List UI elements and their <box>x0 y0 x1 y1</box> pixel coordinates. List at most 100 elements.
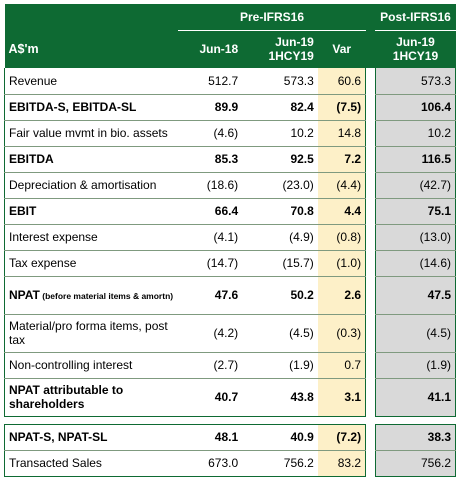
cell-post-ifrs16: (42.7) <box>374 172 457 199</box>
table-row: Depreciation & amortisation (18.6) (23.0… <box>4 172 457 199</box>
row-label-text: NPAT-S, NPAT-SL <box>9 430 108 444</box>
row-label: NPAT attributable to shareholders <box>4 378 179 417</box>
col-header-jun19: Jun-19 1HCY19 <box>242 30 318 68</box>
cell-jun18: (14.7) <box>178 250 243 277</box>
table-row: EBIT 66.4 70.8 4.4 75.1 <box>4 198 457 225</box>
cell-post-ifrs16: 106.4 <box>374 94 457 121</box>
cell-jun19: 50.2 <box>242 276 318 315</box>
row-label-text: EBITDA <box>9 152 54 166</box>
cell-post-ifrs16: 573.3 <box>374 68 457 95</box>
table-row: EBITDA 85.3 92.5 7.2 116.5 <box>4 146 457 173</box>
row-label-note: (before material items & amortn) <box>39 290 174 301</box>
cell-post-ifrs16: 756.2 <box>374 450 457 477</box>
row-label: Transacted Sales <box>4 450 179 477</box>
cell-jun19: 43.8 <box>242 378 318 417</box>
row-label-text: EBIT <box>9 204 37 218</box>
col-header-jun18: Jun-18 <box>178 30 243 68</box>
cell-jun18: 40.7 <box>178 378 243 417</box>
row-label: Material/pro forma items, post tax <box>4 314 179 353</box>
cell-jun18: (4.2) <box>178 314 243 353</box>
cell-jun19: (4.5) <box>242 314 318 353</box>
table-header: Pre-IFRS16 Post-IFRS16 A$'m Jun-18 Jun-1… <box>4 4 456 68</box>
row-label-text: Material/pro forma items, post tax <box>9 319 168 347</box>
row-label: Depreciation & amortisation <box>4 172 179 199</box>
row-label: Tax expense <box>4 250 179 277</box>
cell-post-ifrs16: (14.6) <box>374 250 457 277</box>
cell-jun18: (4.1) <box>178 224 243 251</box>
cell-post-ifrs16: 38.3 <box>374 423 457 451</box>
cell-var: (4.4) <box>317 172 367 199</box>
row-label-text: EBITDA-S, EBITDA-SL <box>9 100 137 114</box>
row-label-text: Interest expense <box>9 230 98 244</box>
row-label-text: Depreciation & amortisation <box>9 178 157 192</box>
table-row: EBITDA-S, EBITDA-SL 89.9 82.4 (7.5) 106.… <box>4 94 457 121</box>
table-row: Fair value mvmt in bio. assets (4.6) 10.… <box>4 120 457 147</box>
cell-jun19: 10.2 <box>242 120 318 147</box>
group-header-post-ifrs16: Post-IFRS16 <box>375 4 456 31</box>
cell-jun19: (15.7) <box>242 250 318 277</box>
cell-post-ifrs16: (13.0) <box>374 224 457 251</box>
cell-post-ifrs16: 75.1 <box>374 198 457 225</box>
header-column-row: A$'m Jun-18 Jun-19 1HCY19 Var Jun-19 1HCY1… <box>4 30 456 68</box>
cell-jun19: 40.9 <box>242 423 318 451</box>
cell-var: 3.1 <box>317 378 367 417</box>
row-label-text: Revenue <box>9 73 58 88</box>
cell-var: (7.5) <box>317 94 367 121</box>
cell-jun19: (1.9) <box>242 352 318 379</box>
cell-jun18: 66.4 <box>178 198 243 225</box>
cell-jun19: (4.9) <box>242 224 318 251</box>
table-row: NPAT (before material items & amortn) 47… <box>4 276 457 315</box>
cell-post-ifrs16: (1.9) <box>374 352 457 379</box>
cell-var: (0.8) <box>317 224 367 251</box>
cell-jun19: 82.4 <box>242 94 318 121</box>
row-label: EBITDA <box>4 146 179 173</box>
cell-post-ifrs16: 116.5 <box>374 146 457 173</box>
cell-jun18: 512.7 <box>178 68 243 95</box>
row-label-text: Non-controlling interest <box>9 358 133 372</box>
row-label: Revenue <box>4 68 179 95</box>
row-label: NPAT (before material items & amortn) <box>4 276 179 315</box>
cell-var: 14.8 <box>317 120 367 147</box>
col-header-var: Var <box>317 30 366 68</box>
cell-jun19: 573.3 <box>242 68 318 95</box>
row-label-text: NPAT attributable to shareholders <box>9 383 124 411</box>
cell-jun19: 92.5 <box>242 146 318 173</box>
row-label-text: Tax expense <box>9 256 77 270</box>
cell-var: 0.7 <box>317 352 367 379</box>
financial-summary-table: Pre-IFRS16 Post-IFRS16 A$'m Jun-18 Jun-1… <box>4 4 457 477</box>
row-label-text: Transacted Sales <box>9 456 102 470</box>
cell-jun18: 673.0 <box>178 450 243 477</box>
table-row: Material/pro forma items, post tax (4.2)… <box>4 314 457 353</box>
row-label: Non-controlling interest <box>4 352 179 379</box>
table-row: Interest expense (4.1) (4.9) (0.8) (13.0… <box>4 224 457 251</box>
cell-jun18: 47.6 <box>178 276 243 315</box>
row-label: EBIT <box>4 198 179 225</box>
table-row: NPAT attributable to shareholders 40.7 4… <box>4 378 457 417</box>
cell-jun19: 756.2 <box>242 450 318 477</box>
cell-post-ifrs16: 47.5 <box>374 276 457 315</box>
row-label: Interest expense <box>4 224 179 251</box>
cell-post-ifrs16: (4.5) <box>374 314 457 353</box>
cell-var: (1.0) <box>317 250 367 277</box>
row-label: Fair value mvmt in bio. assets <box>4 120 179 147</box>
cell-var: (7.2) <box>317 423 367 451</box>
units-label: A$'m <box>4 30 179 68</box>
row-label: EBITDA-S, EBITDA-SL <box>4 94 179 121</box>
table-body: Revenue 512.7 573.3 60.6 573.3 EBITDA-S,… <box>4 68 457 477</box>
row-label-text: NPAT <box>9 287 40 302</box>
cell-var: 2.6 <box>317 276 367 315</box>
cell-jun18: 89.9 <box>178 94 243 121</box>
cell-jun18: (2.7) <box>178 352 243 379</box>
row-label: NPAT-S, NPAT-SL <box>4 423 179 451</box>
cell-jun18: (18.6) <box>178 172 243 199</box>
cell-var: 83.2 <box>317 450 367 477</box>
group-header-pre-ifrs16: Pre-IFRS16 <box>178 4 366 31</box>
financial-table-container: Pre-IFRS16 Post-IFRS16 A$'m Jun-18 Jun-1… <box>4 4 457 477</box>
table-row: Tax expense (14.7) (15.7) (1.0) (14.6) <box>4 250 457 277</box>
cell-var: 7.2 <box>317 146 367 173</box>
col-header-post: Jun-19 1HCY19 <box>375 30 456 68</box>
cell-jun18: (4.6) <box>178 120 243 147</box>
cell-post-ifrs16: 10.2 <box>374 120 457 147</box>
row-label-text: Fair value mvmt in bio. assets <box>9 126 168 140</box>
table-row: Revenue 512.7 573.3 60.6 573.3 <box>4 68 457 95</box>
